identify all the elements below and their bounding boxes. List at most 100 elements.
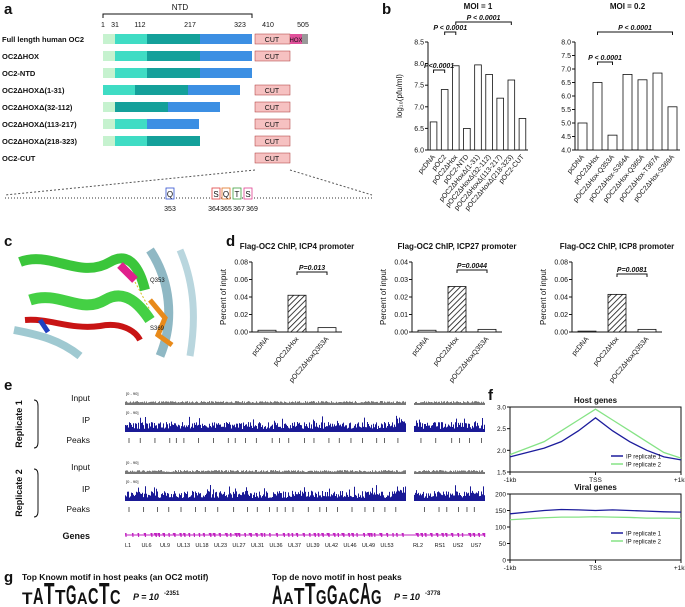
significance-bracket	[455, 21, 512, 25]
bar	[417, 329, 437, 333]
chart-title: Flag-OC2 ChIP, ICP4 promoter	[240, 242, 355, 251]
residue-number: 369	[246, 206, 258, 213]
cut-label: CUT	[265, 88, 280, 95]
y-tick-label: 150	[495, 508, 506, 515]
bar	[667, 106, 678, 151]
peaks-track	[128, 438, 482, 443]
chart-title: Flag-OC2 ChIP, ICP8 promoter	[560, 242, 675, 251]
p-value: P=0.0081	[617, 267, 647, 274]
residue-letter: S	[245, 190, 250, 199]
bar	[577, 330, 597, 333]
residue-number: 364	[208, 206, 220, 213]
y-tick-label: 6.5	[561, 80, 571, 87]
domain-segment	[103, 85, 135, 95]
position-label: 112	[134, 22, 145, 29]
gene-name: UL27	[232, 543, 245, 549]
construct-label: OC2ΔHOXΔ(218-323)	[2, 137, 77, 146]
gene-name: UL39	[306, 543, 319, 549]
position-label: 31	[111, 22, 119, 29]
x-tick-label: pOC2ΔHox	[432, 335, 460, 367]
residue-box	[211, 187, 221, 200]
track-label: Peaks	[66, 435, 90, 445]
bar	[607, 293, 627, 333]
residue-box	[221, 187, 231, 200]
domain-segment	[103, 51, 115, 61]
position-label: 217	[184, 22, 196, 29]
y-tick-label: 5.5	[561, 107, 571, 114]
gene-name: RL2	[413, 543, 423, 549]
dna-strand	[13, 326, 83, 360]
bar	[485, 74, 493, 151]
cut-domain	[254, 50, 291, 62]
replicate-bracket	[33, 468, 39, 518]
gene-name: UL31	[251, 543, 264, 549]
gene-name: US2	[453, 543, 464, 549]
y-tick-label: 4.5	[561, 134, 571, 141]
y-tick-label: 7.0	[414, 104, 424, 111]
cut-label: CUT	[265, 37, 280, 44]
bar	[447, 286, 467, 333]
y-tick-label: 7.0	[561, 67, 571, 74]
logo-letter: A	[33, 584, 44, 607]
y-tick-label: 0.08	[554, 260, 568, 267]
y-tick-label: 6.0	[414, 148, 424, 155]
residue-letter: S	[213, 190, 218, 199]
domain-segment	[147, 119, 199, 129]
cut-label: CUT	[265, 54, 280, 61]
gene-name: UL18	[195, 543, 208, 549]
p-value-exponent: -3778	[425, 591, 441, 597]
construct-label: OC2ΔHOXΔ(1-31)	[2, 86, 65, 95]
track-label: Input	[71, 462, 91, 472]
panel-label: a	[4, 1, 13, 18]
domain-segment	[103, 34, 115, 44]
dna-strand	[146, 247, 174, 358]
track-label: IP	[82, 415, 90, 425]
residue-number: 367	[233, 206, 245, 213]
residue-label: Q353	[150, 278, 165, 284]
series-line	[509, 417, 682, 461]
residue	[37, 318, 51, 334]
cut-label: CUT	[265, 122, 280, 129]
track-range: [0 - 90]	[126, 391, 138, 396]
domain-segment	[168, 102, 220, 112]
dna-strand	[176, 248, 197, 357]
domain-segment	[115, 51, 147, 61]
input-track	[125, 401, 485, 405]
y-tick-label: 200	[495, 492, 506, 499]
residue-box	[243, 187, 253, 200]
x-tick-label: -1kb	[504, 477, 517, 484]
p-value: P < 0.0001	[588, 55, 622, 62]
replicate-bracket	[33, 399, 39, 449]
bar	[622, 74, 633, 151]
track-range: [0 - 90]	[126, 460, 138, 465]
bar	[607, 134, 618, 151]
bar	[474, 64, 482, 151]
logo-letter: G	[371, 587, 382, 607]
significance-bracket	[296, 271, 328, 275]
chart-title: Host genes	[574, 396, 618, 405]
domain-segment	[200, 34, 252, 44]
logo-letter: T	[22, 589, 32, 607]
zoom-line	[289, 169, 373, 196]
y-tick-label: 0.01	[394, 312, 408, 319]
track-label: Peaks	[66, 504, 90, 514]
helix-highlight	[24, 316, 143, 342]
construct-label: OC2-CUT	[2, 154, 36, 163]
peaks-track	[128, 507, 475, 512]
domain-segment	[200, 68, 252, 78]
y-tick-label: 2.5	[497, 426, 506, 433]
residue-letter: T	[235, 190, 240, 199]
panel-label: d	[226, 233, 235, 250]
panel-label: c	[4, 233, 12, 250]
genes-track	[125, 533, 486, 537]
residue-letter: Q	[223, 190, 229, 199]
series-line	[509, 408, 682, 459]
logo-letter: A	[283, 589, 294, 607]
construct-label: Full length human OC2	[2, 35, 84, 44]
y-tick-label: 0.02	[554, 312, 568, 319]
x-tick-label: TSS	[589, 565, 602, 572]
y-tick-label: 0.00	[554, 330, 568, 337]
logo-letter: C	[110, 587, 120, 607]
logo-letter: T	[44, 578, 55, 607]
p-value-base: P = 10	[133, 592, 159, 602]
